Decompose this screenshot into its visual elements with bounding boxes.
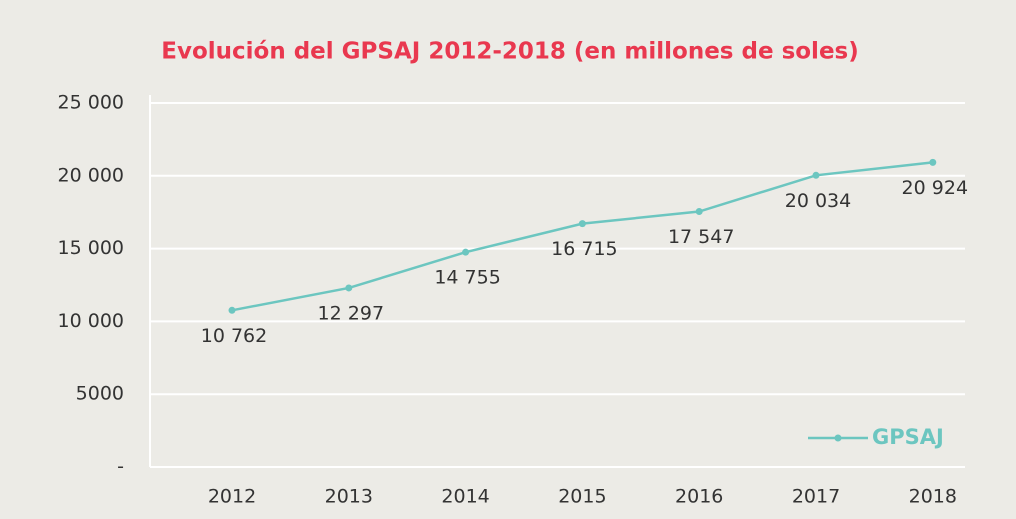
legend-marker [834,434,842,442]
data-label: 14 755 [434,267,500,289]
data-label: 16 715 [551,238,617,260]
chart-title: Evolución del GPSAJ 2012-2018 (en millon… [161,39,859,65]
legend-label: GPSAJ [872,425,944,449]
x-tick-label: 2012 [208,486,256,508]
x-tick-label: 2018 [909,486,957,508]
x-tick-label: 2017 [792,486,840,508]
data-label: 10 762 [201,325,267,347]
data-label: 20 924 [902,177,968,199]
point [345,284,353,292]
point [929,158,937,166]
point [462,248,470,256]
x-tick-label: 2014 [441,486,489,508]
x-tick-label: 2016 [675,486,723,508]
y-tick-label: 20 000 [58,164,124,186]
y-tick-label: 5000 [76,383,124,405]
y-tick-label: 15 000 [58,237,124,259]
point [228,306,236,314]
point [695,208,703,216]
y-tick-label: - [117,456,124,478]
point [578,220,586,228]
data-label: 12 297 [318,302,384,324]
data-label: 20 034 [785,190,851,212]
x-tick-label: 2013 [325,486,373,508]
data-label: 17 547 [668,226,734,248]
x-tick-label: 2015 [558,486,606,508]
point [812,171,820,179]
y-tick-label: 10 000 [58,310,124,332]
y-tick-label: 25 000 [58,92,124,114]
